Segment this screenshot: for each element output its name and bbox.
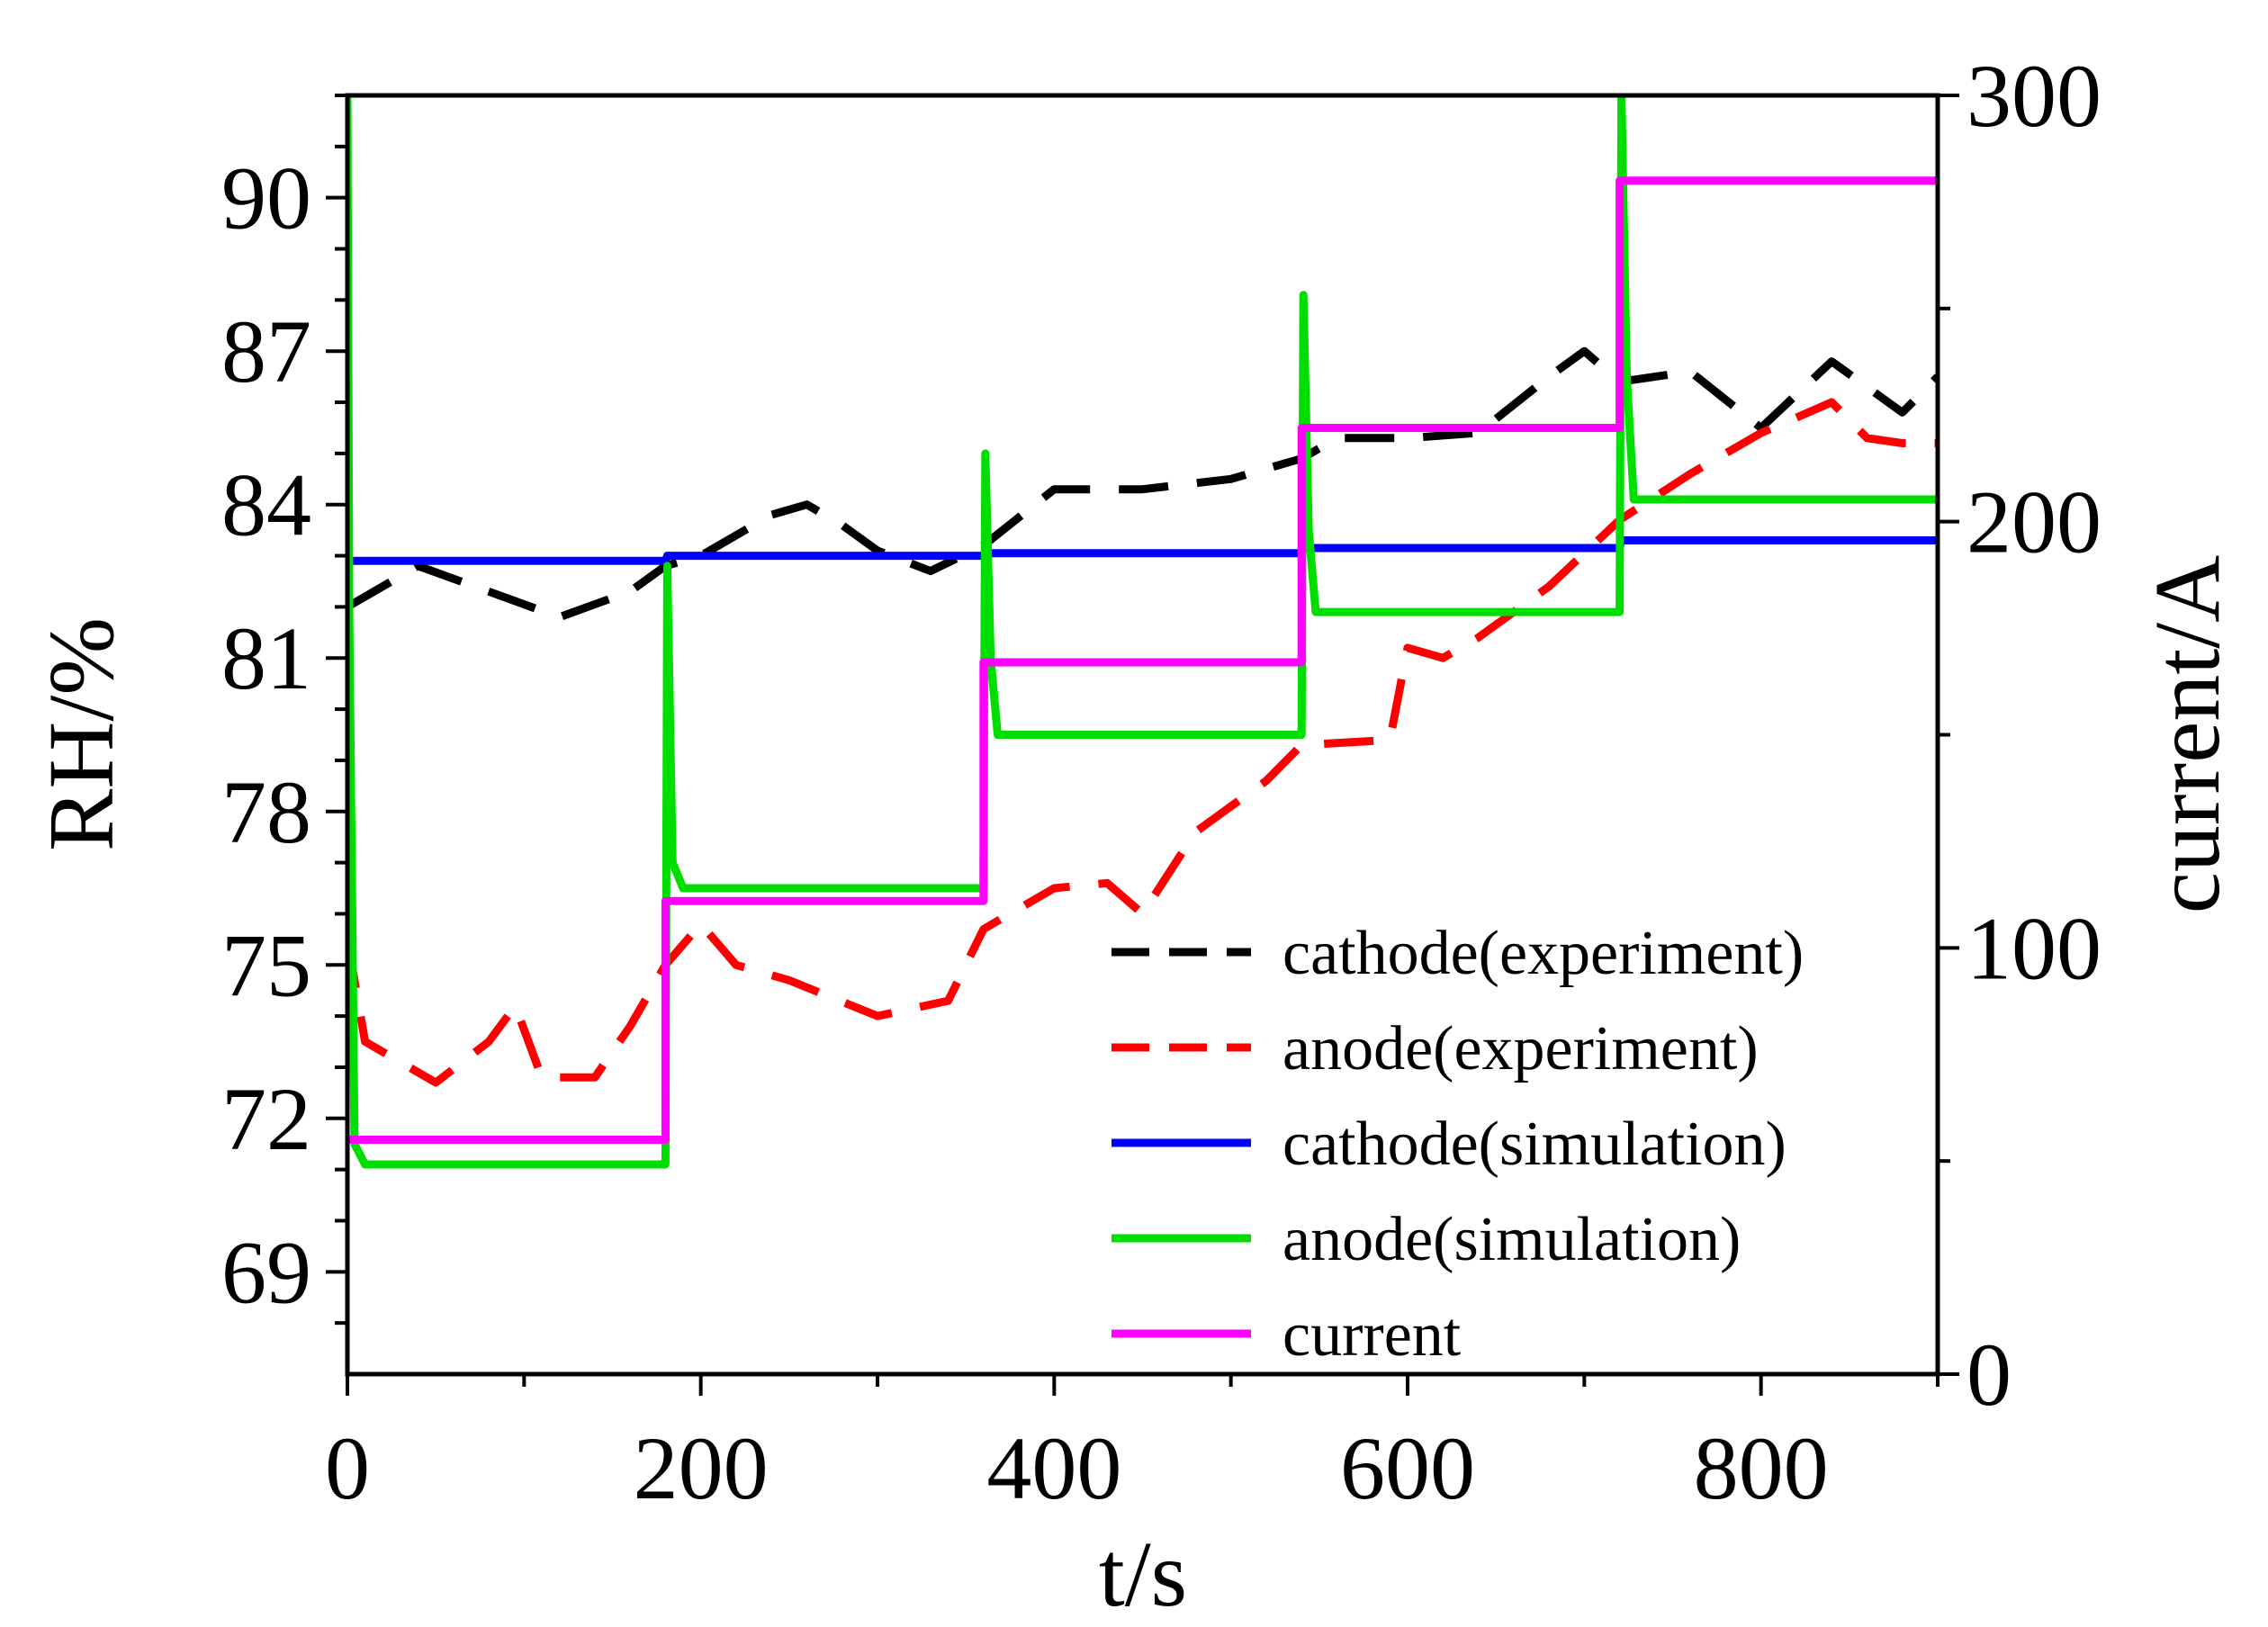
- y-tick-label: 78: [221, 762, 311, 862]
- y-axis-title: RH/%: [30, 617, 133, 851]
- y2-tick-label: 300: [1966, 46, 2102, 146]
- series-line-current: [347, 176, 1938, 1144]
- legend-label: anode(experiment): [1282, 1014, 1759, 1083]
- y2-axis-title: current/A: [2136, 555, 2239, 913]
- y-tick-label: 84: [221, 455, 311, 555]
- x-axis-title: t/s: [1099, 1523, 1187, 1626]
- legend-item-anode-experiment: anode(experiment): [1112, 1014, 1759, 1083]
- legend-item-cathode-simulation: cathode(simulation): [1112, 1110, 1786, 1179]
- series-line-anode-experiment: [347, 398, 1938, 1087]
- series-line-cathode-experiment: [347, 346, 1938, 622]
- x-tick-label: 600: [1340, 1418, 1475, 1518]
- y-tick-label: 75: [221, 915, 311, 1015]
- legend-item-anode-simulation: anode(simulation): [1112, 1205, 1741, 1274]
- x-tick-label: 200: [634, 1418, 769, 1518]
- y-tick-label: 87: [221, 301, 311, 401]
- x-tick-label: 800: [1694, 1418, 1829, 1518]
- x-tick-label: 0: [325, 1418, 370, 1518]
- legend-item-current: current: [1112, 1300, 1462, 1370]
- y-tick-label: 69: [221, 1222, 311, 1322]
- y2-tick-label: 100: [1966, 898, 2102, 998]
- y-tick-label: 81: [221, 608, 311, 708]
- series-layer: [347, 95, 1938, 1169]
- y2-tick-label: 200: [1966, 472, 2102, 572]
- legend-label: anode(simulation): [1282, 1205, 1741, 1274]
- legend-label: cathode(experiment): [1282, 919, 1804, 988]
- legend-label: current: [1282, 1300, 1462, 1370]
- x-tick-label: 400: [986, 1418, 1121, 1518]
- y-tick-label: 72: [221, 1069, 311, 1169]
- legend-label: cathode(simulation): [1282, 1110, 1786, 1179]
- legend: cathode(experiment) anode(experiment) cath…: [1112, 919, 1804, 1370]
- legend-item-cathode-experiment: cathode(experiment): [1112, 919, 1804, 988]
- y-tick-label: 90: [221, 148, 311, 248]
- ticks-layer: 0 200 400 600 800 69 72 75 78 81 84 87 90 0 100 200 300: [221, 46, 2102, 1518]
- y2-tick-label: 0: [1966, 1325, 2012, 1425]
